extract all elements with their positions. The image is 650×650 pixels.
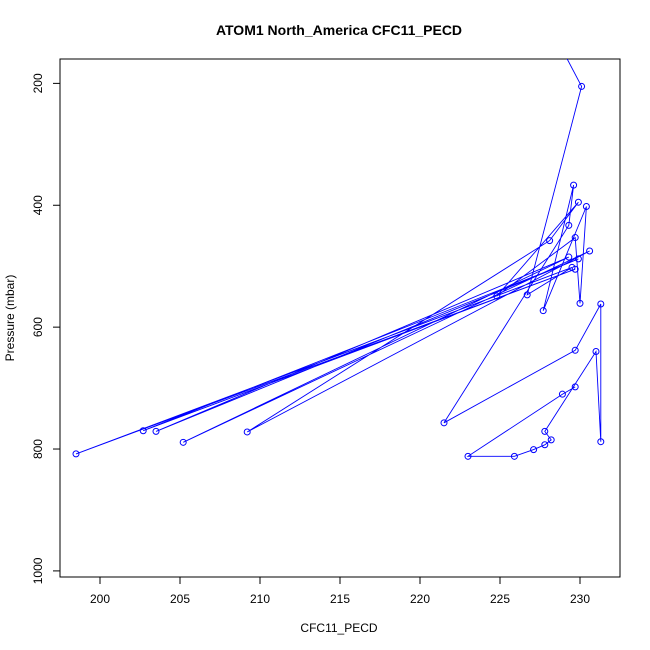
- data-point: [139, 427, 147, 435]
- y-tick-label: 600: [31, 317, 45, 337]
- data-point: [597, 438, 605, 446]
- data-point: [576, 299, 584, 307]
- data-point: [541, 427, 549, 435]
- data-point: [546, 237, 554, 245]
- x-tick-label: 220: [410, 592, 430, 606]
- x-tick-label: 210: [250, 592, 270, 606]
- data-point: [179, 438, 187, 446]
- data-point: [464, 452, 472, 460]
- x-tick-label: 205: [170, 592, 190, 606]
- y-tick-label: 1000: [31, 557, 45, 584]
- data-point: [523, 291, 531, 299]
- x-tick-label: 225: [490, 592, 510, 606]
- plot-frame: [59, 58, 621, 578]
- data-point: [152, 427, 160, 435]
- data-point: [571, 383, 579, 391]
- data-point: [547, 436, 555, 444]
- x-axis: 200 205 210 215 220 225 230: [90, 576, 590, 606]
- data-point: [592, 348, 600, 356]
- data-point: [72, 450, 80, 458]
- y-tick-label: 200: [31, 73, 45, 93]
- series-lines: [75, 59, 602, 457]
- data-point: [574, 255, 582, 263]
- data-point: [530, 446, 538, 454]
- data-point: [539, 307, 547, 315]
- x-tick-label: 200: [90, 592, 110, 606]
- data-point: [597, 300, 605, 308]
- data-point: [571, 346, 579, 354]
- y-tick-label: 800: [31, 439, 45, 459]
- data-point: [582, 202, 590, 210]
- data-point: [578, 82, 586, 90]
- data-point: [570, 181, 578, 189]
- data-point: [510, 452, 518, 460]
- x-tick-label: 215: [330, 592, 350, 606]
- data-point: [493, 292, 501, 300]
- data-point: [565, 253, 573, 261]
- x-axis-label: CFC11_PECD: [300, 621, 377, 635]
- data-point: [574, 198, 582, 206]
- y-tick-label: 400: [31, 195, 45, 215]
- x-tick-label: 230: [570, 592, 590, 606]
- y-axis: 200 400 600 800 1000: [31, 73, 61, 584]
- data-point: [440, 419, 448, 427]
- y-axis-label: Pressure (mbar): [3, 275, 17, 362]
- data-point: [565, 221, 573, 229]
- data-point: [571, 265, 579, 273]
- series-points: [72, 82, 605, 460]
- chart-title: ATOM1 North_America CFC11_PECD: [216, 22, 462, 38]
- data-point: [586, 247, 594, 255]
- series-line: [75, 59, 602, 457]
- data-point: [558, 390, 566, 398]
- data-point: [571, 234, 579, 242]
- data-point: [243, 428, 251, 436]
- data-point: [541, 441, 549, 449]
